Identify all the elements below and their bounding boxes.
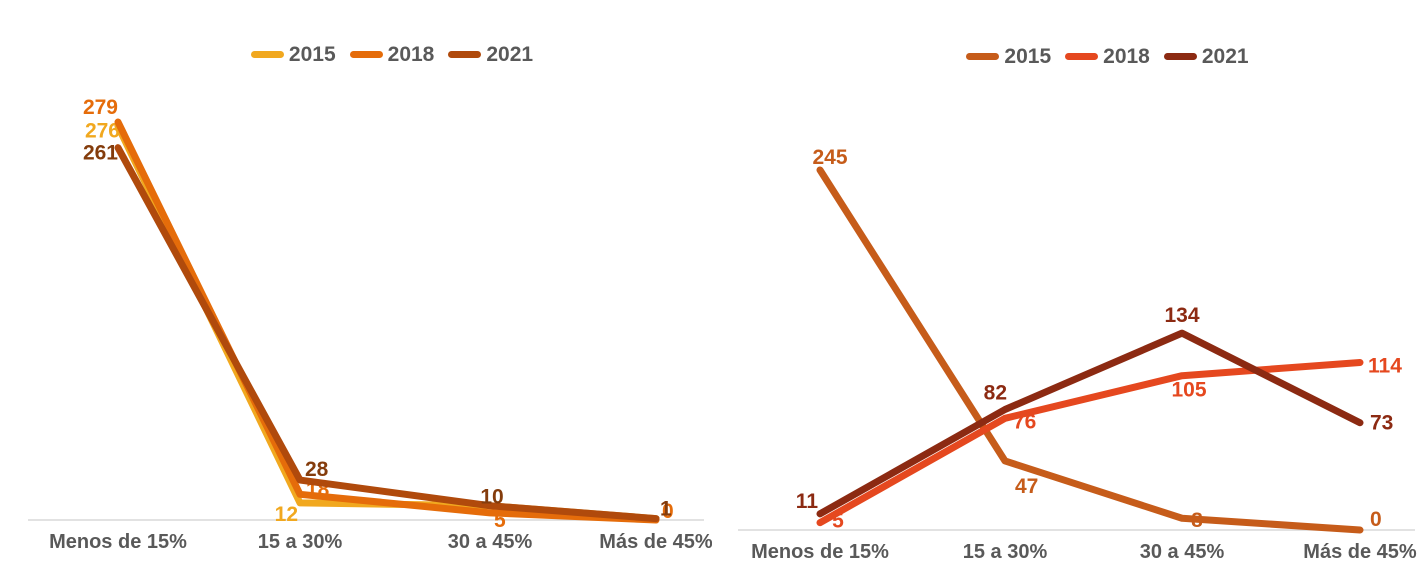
series-line-2018	[816, 358, 1364, 527]
data-label-2015: 8	[1191, 509, 1203, 532]
chart-right: Menos de 15% 15 a 30% 30 a 45% Más de 45% 24…	[712, 0, 1423, 577]
x-axis-label: 15 a 30%	[258, 531, 343, 553]
data-label-2018: 105	[1171, 379, 1206, 402]
data-label-2021: 82	[984, 382, 1007, 405]
data-label-2021: 73	[1370, 412, 1393, 435]
x-axis-label: Más de 45%	[599, 531, 712, 553]
data-label-2015: 12	[275, 503, 298, 526]
data-label-2018: 5	[832, 510, 844, 533]
data-label-2021: 10	[480, 486, 503, 509]
data-label-2015: 245	[812, 146, 847, 169]
chart-right-plot: Menos de 15% 15 a 30% 30 a 45% Más de 45% 24…	[738, 146, 1417, 563]
series-line-2015	[816, 166, 1364, 534]
x-axis-label: 30 a 45%	[1140, 541, 1225, 563]
data-label-2015: 0	[1370, 508, 1382, 531]
data-label-2021: 11	[796, 490, 819, 513]
chart-left: Menos de 15% 15 a 30% 30 a 45% Más de 45% 27…	[28, 44, 712, 553]
data-label-2015: 276	[85, 119, 120, 142]
x-axis-label: Menos de 15%	[49, 531, 187, 553]
data-label-2018: 0	[662, 500, 674, 523]
x-axis-label: Más de 45%	[1303, 541, 1417, 563]
data-label-2021: 28	[305, 458, 329, 481]
chart-left-plot: Menos de 15% 15 a 30% 30 a 45% Más de 45% 27…	[28, 96, 712, 553]
data-label-2015: 47	[1015, 475, 1038, 498]
x-axis-label: 30 a 45%	[448, 531, 533, 553]
series-line-2021	[114, 144, 660, 523]
series-line-2018	[114, 118, 660, 524]
data-label-2018: 114	[1368, 354, 1402, 377]
data-label-2018: 279	[83, 96, 118, 119]
x-axis-label: 15 a 30%	[963, 541, 1048, 563]
data-label-2018: 76	[1013, 410, 1036, 433]
data-label-2021: 261	[83, 142, 118, 165]
data-label-2018: 5	[494, 509, 506, 532]
data-label-2021: 134	[1164, 304, 1199, 327]
series-line-2021	[816, 329, 1364, 518]
series-line-2015	[114, 122, 660, 523]
x-axis-label: Menos de 15%	[751, 541, 889, 563]
data-label-2021: 1	[660, 498, 672, 521]
